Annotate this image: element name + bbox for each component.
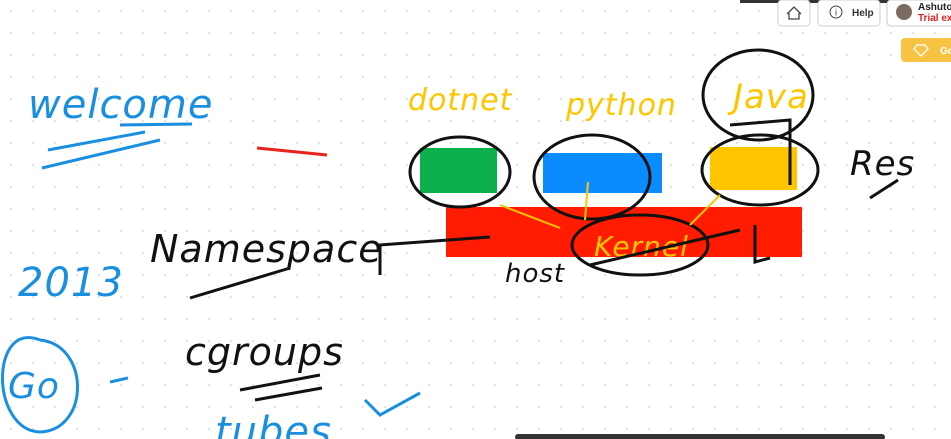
circle <box>408 135 512 209</box>
stroke <box>109 376 129 384</box>
circle <box>570 213 710 277</box>
stack-label: Java <box>727 77 809 117</box>
trial-notice: Trial expir <box>918 13 951 24</box>
help-label[interactable]: Help <box>852 8 874 19</box>
user-menu[interactable]: Ashuto Trial expir <box>886 0 951 27</box>
circle <box>700 133 820 207</box>
note: tubes <box>215 409 332 439</box>
circle <box>701 48 815 142</box>
svg-text:i: i <box>835 9 838 19</box>
underline <box>239 373 323 402</box>
upgrade-button[interactable]: Go <box>901 38 951 62</box>
stack-label: python <box>565 88 677 123</box>
stack-label: dotnet <box>408 83 513 118</box>
block <box>710 147 797 190</box>
user-name: Ashuto <box>918 2 951 13</box>
checkmark <box>363 391 421 417</box>
note: 2013 <box>18 260 124 306</box>
circle <box>1 336 79 434</box>
stroke <box>378 118 792 275</box>
help-button[interactable]: i Help <box>817 0 881 27</box>
note: welcome <box>28 82 213 128</box>
connector <box>499 181 721 229</box>
upgrade-label[interactable]: Go <box>940 46 951 57</box>
underline <box>869 178 899 200</box>
note: cgroups <box>185 330 344 374</box>
underline <box>41 122 193 170</box>
note: Go <box>8 366 60 407</box>
block <box>543 153 662 193</box>
underline <box>189 266 291 300</box>
home-button[interactable] <box>777 0 811 27</box>
bottom-bar <box>515 434 885 439</box>
circle <box>532 133 652 221</box>
note: Namespace <box>150 227 383 271</box>
stroke <box>256 146 328 157</box>
note: Res <box>850 144 915 184</box>
note: host <box>505 259 565 289</box>
block <box>420 148 497 193</box>
